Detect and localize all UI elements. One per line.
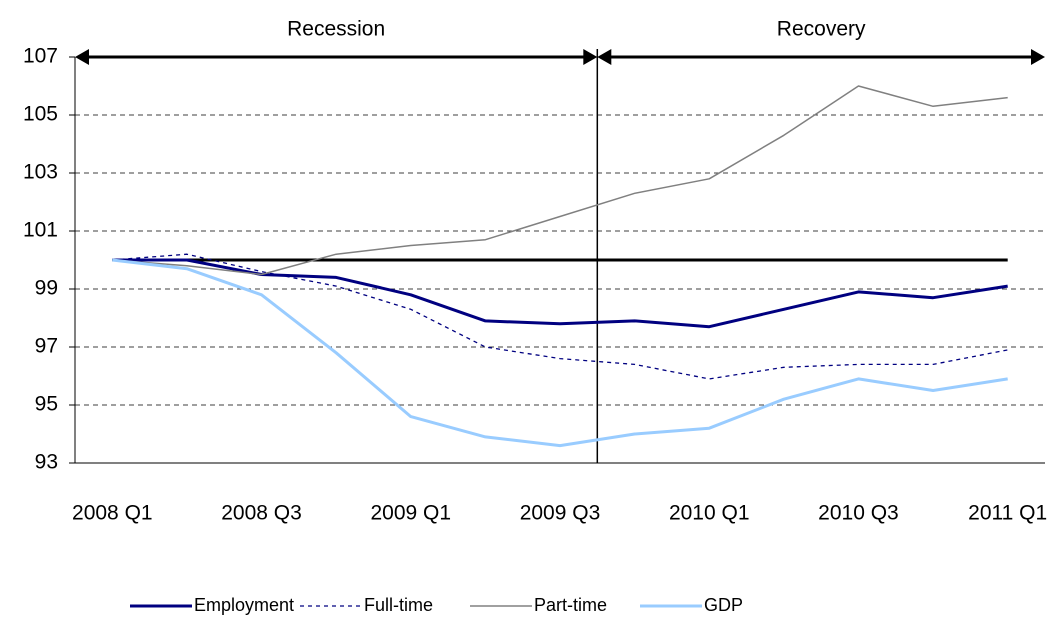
arrow-head [1031, 49, 1045, 65]
x-tick-label: 2008 Q1 [72, 502, 153, 525]
legend-label: GDP [704, 595, 743, 615]
series-line [112, 258, 1008, 329]
arrow-head [597, 49, 612, 65]
legend-label: Employment [194, 595, 294, 615]
series-line [112, 85, 1008, 276]
series-line [112, 258, 1008, 448]
annotation: Recession [287, 18, 385, 41]
arrow-head [75, 49, 89, 65]
x-tick-label: 2009 Q1 [370, 502, 451, 525]
series-line [112, 253, 1008, 380]
y-tick-label: 99 [35, 277, 58, 300]
arrow-head [583, 49, 598, 65]
legend-label: Full-time [364, 595, 433, 615]
x-tick-label: 2010 Q3 [818, 502, 899, 525]
x-tick-label: 2011 Q1 [968, 502, 1047, 525]
y-tick-label: 95 [35, 393, 58, 416]
y-tick-label: 97 [35, 335, 58, 358]
annotation: Recovery [777, 18, 866, 41]
x-tick-label: 2010 Q1 [669, 502, 750, 525]
legend-label: Part-time [534, 595, 607, 615]
x-tick-label: 2008 Q3 [221, 502, 302, 525]
y-tick-label: 107 [23, 45, 58, 68]
y-tick-label: 93 [35, 451, 58, 474]
y-tick-label: 101 [23, 219, 58, 242]
y-tick-label: 103 [23, 161, 58, 184]
x-tick-label: 2009 Q3 [520, 502, 601, 525]
y-tick-label: 105 [23, 103, 58, 126]
